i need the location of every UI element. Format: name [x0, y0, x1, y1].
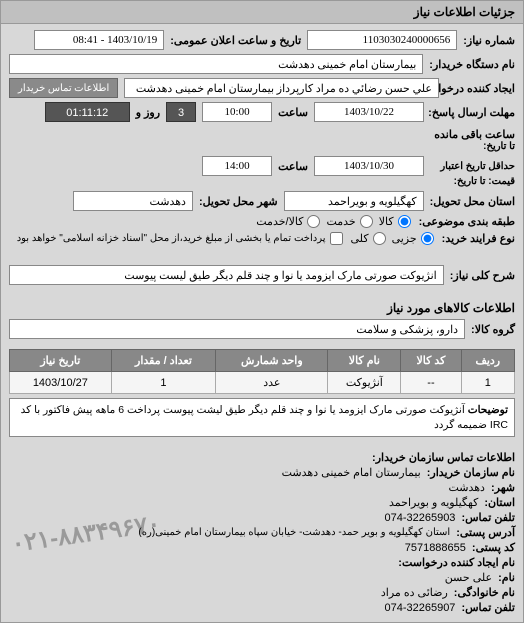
- category-label: طبقه بندی موضوعی:: [419, 215, 515, 228]
- need-number-field[interactable]: [307, 30, 457, 50]
- province-label: استان محل تحویل:: [430, 195, 515, 208]
- contact-address-value: استان کهگیلویه و بویر حمد- دهدشت- خیابان…: [138, 527, 450, 538]
- td-0: 1: [461, 372, 514, 394]
- deadline-time-label: ساعت: [278, 106, 308, 119]
- contact-phone-value: 074-32265903: [384, 512, 455, 524]
- unit-name-label: نام دستگاه خریدار:: [429, 58, 515, 71]
- form-body: شماره نیاز: تاریخ و ساعت اعلان عمومی: نا…: [1, 24, 523, 255]
- table-header-row: ردیف کد کالا نام کالا واحد شمارش تعداد /…: [10, 350, 515, 372]
- description-text: آنژیوکت صورتی مارک ایزومد یا نوا و چند ق…: [21, 404, 508, 431]
- th-0: ردیف: [461, 350, 514, 372]
- creator-label: ایجاد کننده درخواست:: [445, 82, 515, 95]
- contact-postal-label: کد پستی:: [472, 541, 515, 554]
- contact-org-value: بیمارستان امام خمینی دهدشت: [282, 466, 421, 479]
- td-2: آنژیوکت: [328, 372, 401, 394]
- th-4: تعداد / مقدار: [111, 350, 216, 372]
- category-opt-2[interactable]: کالا/خدمت: [256, 215, 322, 228]
- description-box: توضیحات آنژیوکت صورتی مارک ایزومد یا نوا…: [9, 398, 515, 437]
- td-1: --: [401, 372, 461, 394]
- deadline-label: مهلت ارسال پاسخ:: [430, 106, 515, 119]
- contact-family-value: رضائی ده مراد: [381, 586, 448, 599]
- validity-time-field[interactable]: [202, 156, 272, 176]
- validity-date-field[interactable]: [314, 156, 424, 176]
- td-5: 1403/10/27: [10, 372, 112, 394]
- contact-province-value: کهگیلویه و بویراحمد: [389, 496, 478, 509]
- need-title-field[interactable]: [9, 265, 444, 285]
- province-field[interactable]: [284, 191, 424, 211]
- buytype-radios: جزیی کلی: [351, 232, 436, 245]
- contact-org-label: نام سازمان خریدار:: [427, 466, 515, 479]
- deadline-sublabel: تا تاریخ:: [430, 141, 515, 152]
- creator-field[interactable]: [124, 78, 439, 98]
- contact-city-value: دهدشت: [448, 481, 485, 494]
- group-label: گروه کالا:: [471, 323, 515, 336]
- buytype-radio-0[interactable]: [421, 232, 434, 245]
- treasury-check[interactable]: پرداخت تمام یا بخشی از مبلغ خرید،از محل …: [17, 232, 345, 245]
- category-radio-1[interactable]: [360, 215, 373, 228]
- contact-reqphone-label: تلفن تماس:: [461, 601, 515, 614]
- td-3: عدد: [216, 372, 328, 394]
- unit-name-field[interactable]: [9, 54, 423, 74]
- contact-postal-value: 7571888655: [405, 542, 466, 554]
- contact-address-label: آدرس پستی:: [456, 526, 515, 539]
- contact-city-label: شهر:: [491, 481, 515, 494]
- buytype-opt-1[interactable]: کلی: [351, 232, 388, 245]
- validity-time-label: ساعت: [278, 160, 308, 173]
- city-field[interactable]: [73, 191, 193, 211]
- deadline-remain-label: ساعت باقی مانده: [434, 128, 515, 141]
- buytype-opt-0[interactable]: جزیی: [392, 232, 436, 245]
- buytype-label: نوع فرایند خرید:: [442, 232, 515, 245]
- category-radio-0[interactable]: [398, 215, 411, 228]
- contact-name-label: نام:: [498, 571, 515, 584]
- details-panel: جزئیات اطلاعات نیاز شماره نیاز: تاریخ و …: [0, 0, 524, 623]
- deadline-remain: 01:11:12: [45, 102, 130, 122]
- th-3: واحد شمارش: [216, 350, 328, 372]
- th-5: تاریخ نیاز: [10, 350, 112, 372]
- panel-title: جزئیات اطلاعات نیاز: [1, 1, 523, 24]
- contact-section: ۰۲۱-۸۸۳۴۹۶۷۰ اطلاعات تماس سازمان خریدار:…: [1, 445, 523, 622]
- contact-family-label: نام خانوادگی:: [454, 586, 515, 599]
- contact-title: اطلاعات تماس سازمان خریدار:: [372, 451, 515, 464]
- deadline-days: 3: [166, 102, 196, 122]
- need-number-label: شماره نیاز:: [463, 34, 515, 47]
- items-section-title: اطلاعات کالاهای مورد نیاز: [1, 295, 523, 317]
- category-opt-0[interactable]: کالا: [379, 215, 413, 228]
- announce-label: تاریخ و ساعت اعلان عمومی:: [170, 34, 301, 47]
- contact-phone-label: تلفن تماس:: [461, 511, 515, 524]
- contact-name-value: علی حسن: [445, 571, 492, 584]
- deadline-time-field[interactable]: [202, 102, 272, 122]
- treasury-checkbox[interactable]: [330, 232, 343, 245]
- contact-info-button[interactable]: اطلاعات تماس خریدار: [9, 78, 118, 98]
- items-table: ردیف کد کالا نام کالا واحد شمارش تعداد /…: [9, 349, 515, 394]
- deadline-days-label: روز و: [136, 106, 160, 119]
- category-radios: کالا خدمت کالا/خدمت: [256, 215, 412, 228]
- category-opt-1[interactable]: خدمت: [326, 215, 374, 228]
- city-label: شهر محل تحویل:: [199, 195, 278, 208]
- description-label: توضیحات: [468, 404, 508, 416]
- contact-province-label: استان:: [484, 496, 515, 509]
- td-4: 1: [111, 372, 216, 394]
- validity-label: حداقل تاریخ اعتبار: [430, 161, 515, 172]
- need-title-label: شرح کلی نیاز:: [450, 269, 515, 282]
- contact-requester-label: نام ایجاد کننده درخواست:: [398, 556, 515, 569]
- validity-sublabel: قیمت: تا تاریخ:: [430, 176, 515, 187]
- deadline-date-field[interactable]: [314, 102, 424, 122]
- table-row[interactable]: 1 -- آنژیوکت عدد 1 1403/10/27: [10, 372, 515, 394]
- th-2: نام کالا: [328, 350, 401, 372]
- announce-field[interactable]: [34, 30, 164, 50]
- contact-reqphone-value: 074-32265907: [384, 602, 455, 614]
- category-radio-2[interactable]: [307, 215, 320, 228]
- group-field[interactable]: [9, 319, 465, 339]
- buytype-radio-1[interactable]: [373, 232, 386, 245]
- th-1: کد کالا: [401, 350, 461, 372]
